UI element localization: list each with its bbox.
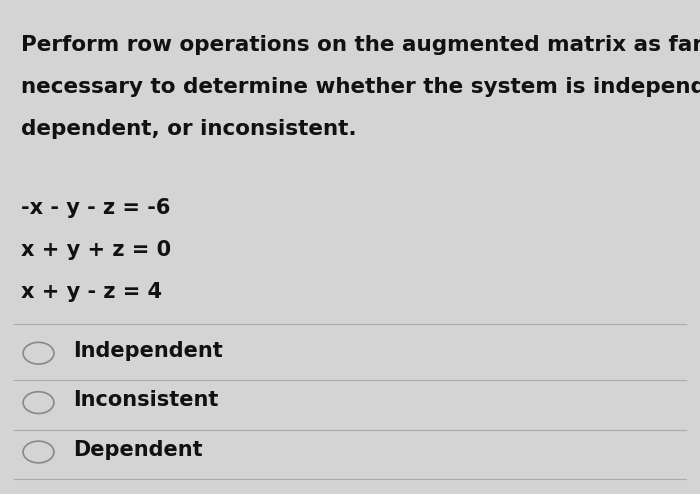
- Text: x + y + z = 0: x + y + z = 0: [21, 240, 171, 259]
- Text: Inconsistent: Inconsistent: [74, 390, 219, 410]
- Text: necessary to determine whether the system is independent,: necessary to determine whether the syste…: [21, 77, 700, 96]
- Text: x + y - z = 4: x + y - z = 4: [21, 282, 162, 301]
- Text: Perform row operations on the augmented matrix as far as: Perform row operations on the augmented …: [21, 35, 700, 54]
- Text: -x - y - z = -6: -x - y - z = -6: [21, 198, 170, 217]
- Text: Dependent: Dependent: [74, 440, 203, 459]
- Text: Independent: Independent: [74, 341, 223, 361]
- Text: dependent, or inconsistent.: dependent, or inconsistent.: [21, 119, 356, 138]
